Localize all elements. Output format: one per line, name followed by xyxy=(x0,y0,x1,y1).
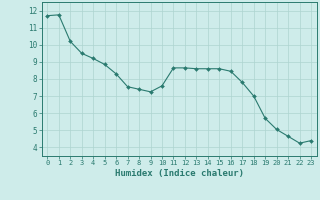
X-axis label: Humidex (Indice chaleur): Humidex (Indice chaleur) xyxy=(115,169,244,178)
